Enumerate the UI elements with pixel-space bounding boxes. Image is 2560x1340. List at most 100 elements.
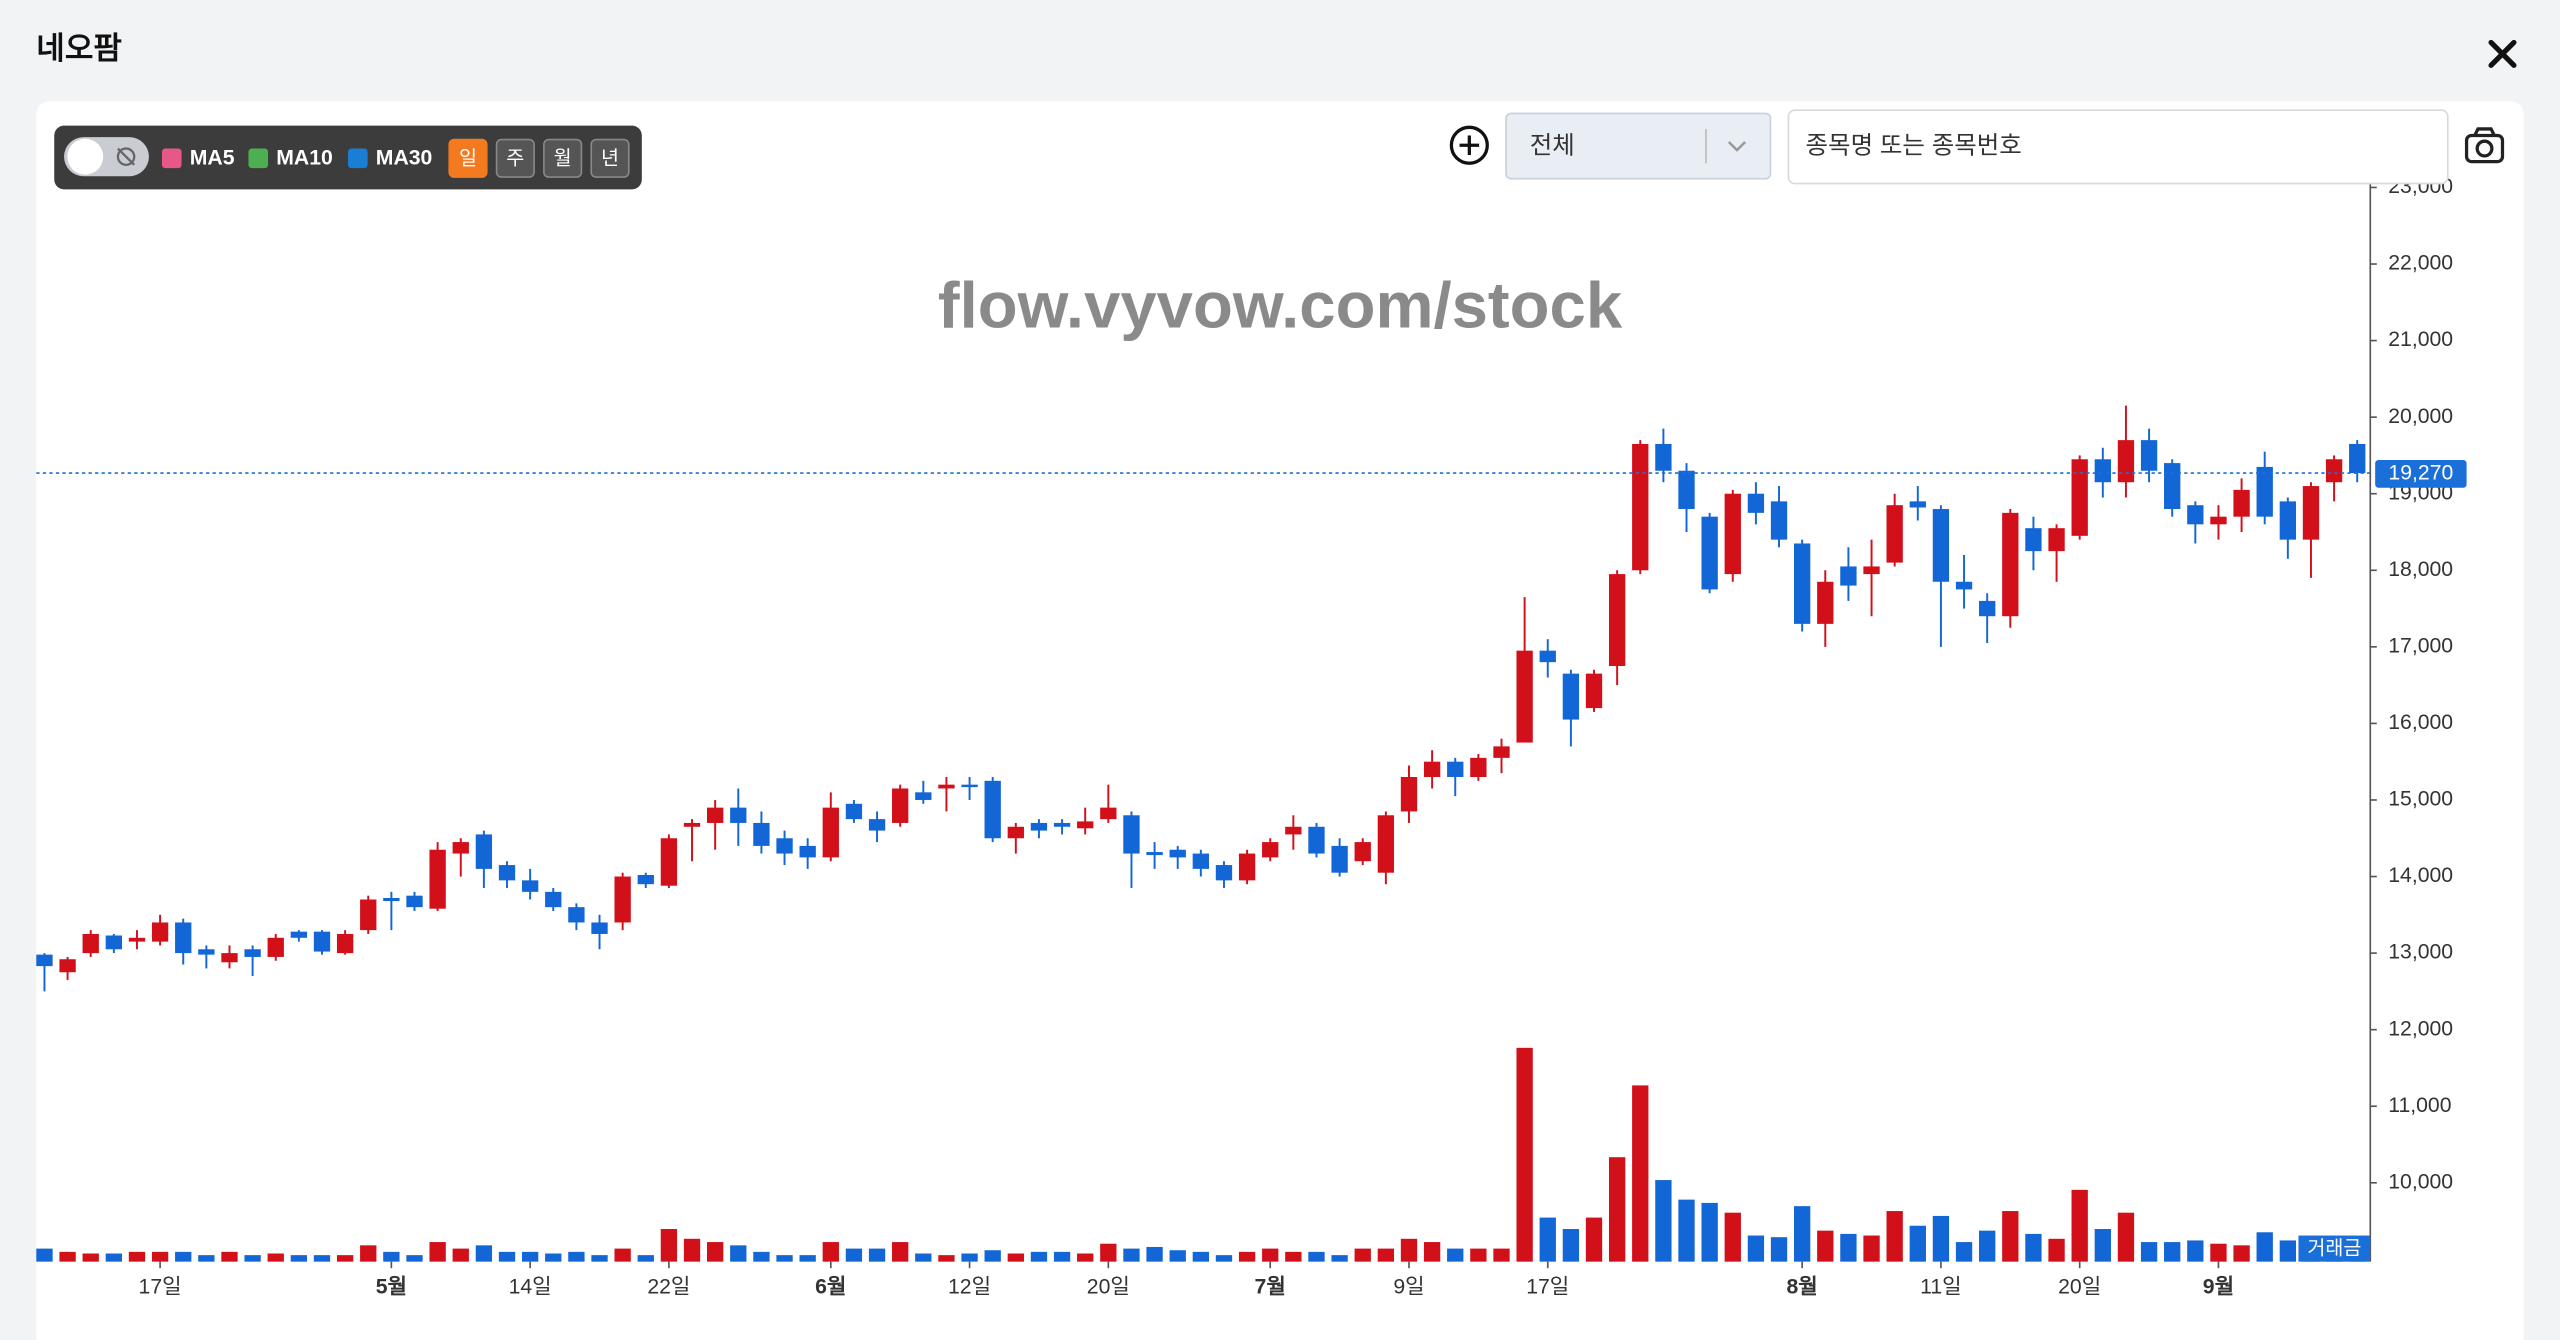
add-icon xyxy=(1459,135,1480,156)
ma-swatch xyxy=(348,148,368,169)
candle-body xyxy=(660,838,678,886)
select-chevron xyxy=(1727,141,1747,152)
period-button[interactable] xyxy=(590,138,630,178)
candle-body xyxy=(868,819,886,831)
candle-body xyxy=(1585,673,1603,709)
candle-body xyxy=(1400,777,1418,812)
candle-body xyxy=(1377,815,1395,873)
period-button[interactable] xyxy=(448,138,488,178)
candle-body xyxy=(1562,673,1580,720)
candle-body xyxy=(614,876,631,923)
y-tick-label: 16,000 xyxy=(2388,711,2453,734)
candle-body xyxy=(2048,528,2065,552)
x-tick-label: 5월 xyxy=(376,1274,407,1298)
candle-body xyxy=(105,935,123,950)
candle-body xyxy=(2117,440,2135,483)
volume-label-box xyxy=(2298,1235,2371,1262)
candle-body xyxy=(2233,489,2250,517)
candle-body xyxy=(1817,581,1834,624)
filter-select[interactable] xyxy=(1505,112,1772,180)
volume-bar xyxy=(1793,1206,1811,1262)
volume-bar xyxy=(1701,1202,1718,1262)
volume-bar xyxy=(267,1253,284,1262)
volume-bar xyxy=(1262,1248,1279,1262)
volume-bar xyxy=(1354,1248,1371,1262)
volume-bar xyxy=(2256,1232,2273,1262)
volume-bar xyxy=(1909,1225,1926,1262)
volume-bar xyxy=(313,1255,331,1262)
candle-body xyxy=(82,933,99,954)
candle-body xyxy=(360,899,377,931)
search-input[interactable] xyxy=(1787,109,2449,185)
close-button[interactable] xyxy=(2488,39,2517,68)
candle-body xyxy=(1285,826,1302,835)
candle-body xyxy=(1423,761,1441,778)
candle-body xyxy=(915,792,932,800)
volume-bar xyxy=(2002,1211,2019,1262)
volume-bar xyxy=(1423,1242,1441,1262)
candle-body xyxy=(313,931,331,952)
volume-bar xyxy=(198,1255,215,1262)
candle-body xyxy=(2025,528,2042,552)
candle-body xyxy=(2094,459,2111,483)
period-button[interactable] xyxy=(495,138,535,178)
x-tick-label: 22일 xyxy=(647,1274,690,1298)
camera-button[interactable] xyxy=(2464,127,2505,164)
candle-body xyxy=(2349,443,2366,474)
volume-bar xyxy=(2048,1238,2065,1262)
candle-body xyxy=(59,959,76,973)
candle-body xyxy=(221,953,238,963)
candle-body xyxy=(1077,821,1094,829)
volume-bar xyxy=(915,1253,932,1262)
candle-body xyxy=(1169,849,1186,858)
volume-bar xyxy=(1817,1230,1834,1262)
x-tick-label: 8월 xyxy=(1787,1274,1818,1298)
volume-bar xyxy=(452,1248,469,1262)
y-tick-label: 22,000 xyxy=(2388,252,2453,275)
volume-bar xyxy=(2210,1243,2227,1262)
volume-bar xyxy=(1678,1199,1695,1262)
candle-body xyxy=(1701,516,1718,590)
candle-body xyxy=(383,897,400,902)
candle-body xyxy=(1493,746,1510,758)
volume-bar xyxy=(1030,1251,1048,1262)
x-tick-label: 6월 xyxy=(815,1274,846,1298)
candle-body xyxy=(1979,600,1996,617)
candle-body xyxy=(1053,822,1071,827)
volume-bar xyxy=(938,1255,955,1262)
candle-body xyxy=(452,842,469,854)
candle-body xyxy=(1030,822,1048,831)
x-tick-label: 17일 xyxy=(139,1274,182,1298)
filter-value: 전체 xyxy=(1530,131,1575,159)
candle-body xyxy=(2302,486,2320,540)
volume-bar xyxy=(1770,1237,1788,1262)
volume-bar xyxy=(822,1242,839,1262)
candle-body xyxy=(1863,566,1880,575)
volume-bar xyxy=(36,1248,53,1262)
period-label: 월 xyxy=(554,147,572,169)
candle-body xyxy=(2140,440,2158,471)
volume-bar xyxy=(1331,1255,1348,1262)
candle-body xyxy=(128,937,146,942)
period-button[interactable] xyxy=(543,138,583,178)
volume-bar xyxy=(521,1251,539,1262)
candle-body xyxy=(2164,463,2181,510)
x-tick-label: 14일 xyxy=(509,1274,552,1298)
candle-body xyxy=(1262,842,1279,858)
candle-body xyxy=(1793,543,1811,624)
volume-bar xyxy=(1539,1217,1556,1262)
stock-title: 네오팜 xyxy=(36,31,122,66)
volume-bar xyxy=(1100,1243,1117,1262)
last-price-label: 19,270 xyxy=(2388,461,2453,484)
candle-body xyxy=(267,937,284,957)
volume-bar xyxy=(1747,1235,1765,1262)
y-tick-label: 12,000 xyxy=(2388,1017,2453,1040)
period-label: 년 xyxy=(601,147,619,169)
y-tick-label: 17,000 xyxy=(2388,634,2453,657)
y-tick-label: 21,000 xyxy=(2388,328,2453,351)
volume-bar xyxy=(1955,1242,1973,1262)
volume-bar xyxy=(336,1255,354,1262)
toolbar: 전체 종목명 또는 종목번호 MA5 MA10 MA30 일 주 월 년 xyxy=(54,109,2505,190)
volume-bar xyxy=(128,1251,146,1262)
